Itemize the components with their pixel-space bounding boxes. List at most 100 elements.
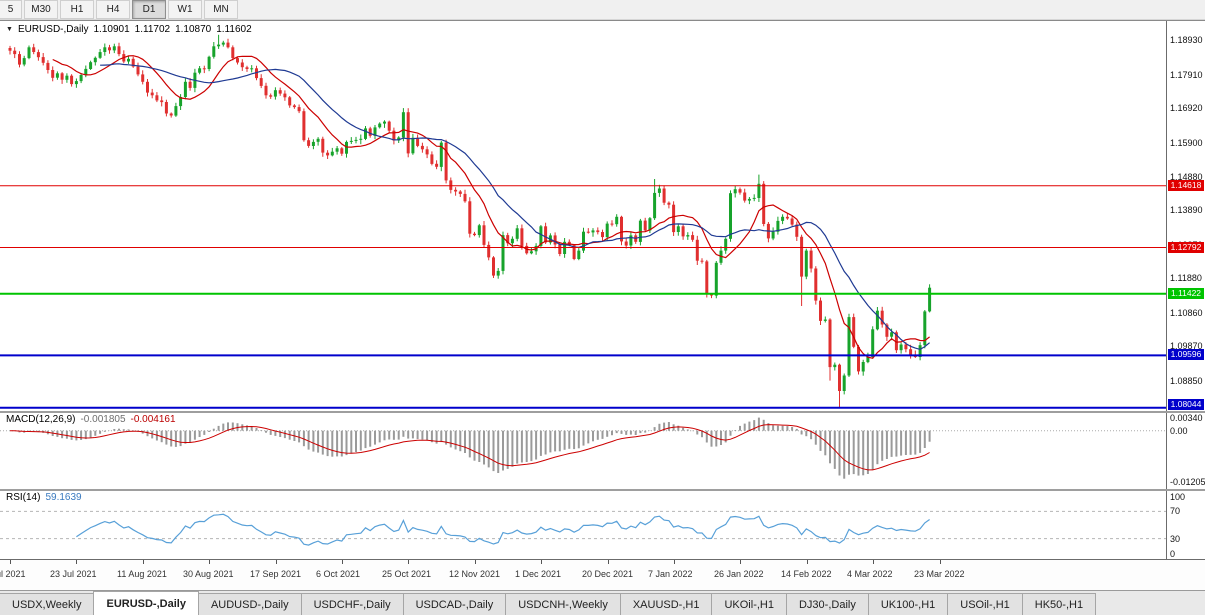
rsi-label: RSI(14) 59.1639 xyxy=(6,492,82,503)
macd-axis[interactable]: 0.00340 0.00 -0.01205 xyxy=(1167,413,1205,489)
date-axis-label: 14 Feb 2022 xyxy=(781,569,832,579)
rsi-panel: 100 70 30 0 RSI(14) 59.1639 xyxy=(0,491,1205,559)
tab-usdcad-daily[interactable]: USDCAD-,Daily xyxy=(402,593,507,615)
tab-dj30-daily[interactable]: DJ30-,Daily xyxy=(785,593,869,615)
date-tick xyxy=(674,560,675,564)
chart-tab-bar: USDX,Weekly EURUSD-,Daily AUDUSD-,Daily … xyxy=(0,590,1205,615)
date-tick xyxy=(10,560,11,564)
date-tick xyxy=(608,560,609,564)
timeframe-toolbar: 5 M30 H1 H4 D1 W1 MN xyxy=(0,0,1205,20)
timeframe-button-m30[interactable]: M30 xyxy=(24,0,58,19)
symbol-name: EURUSD-,Daily xyxy=(17,24,89,35)
tab-uk100-h1[interactable]: UK100-,H1 xyxy=(867,593,949,615)
macd-main-value: -0.001805 xyxy=(80,414,126,425)
date-tick xyxy=(276,560,277,564)
ohlc-high: 1.11702 xyxy=(134,24,171,35)
date-tick xyxy=(76,560,77,564)
tab-hk50-h1[interactable]: HK50-,H1 xyxy=(1021,593,1097,615)
price-line-badge: 1.14618 xyxy=(1168,180,1204,191)
chart-title: ▼ EURUSD-,Daily 1.10901 1.11702 1.10870 … xyxy=(6,24,252,35)
price-axis-label: 1.13890 xyxy=(1170,205,1203,215)
timeframe-button-w1[interactable]: W1 xyxy=(168,0,202,19)
date-tick xyxy=(143,560,144,564)
panel-splitter[interactable] xyxy=(0,411,1205,413)
price-axis-label: 1.15900 xyxy=(1170,138,1203,148)
macd-axis-label: 0.00340 xyxy=(1170,413,1203,423)
rsi-chart-canvas[interactable] xyxy=(0,491,1167,559)
date-axis-label: 23 Mar 2022 xyxy=(914,569,965,579)
rsi-axis-label: 30 xyxy=(1170,534,1181,544)
macd-panel: 0.00340 0.00 -0.01205 MACD(12,26,9) -0.001… xyxy=(0,413,1205,489)
price-axis-label: 1.09870 xyxy=(1170,341,1203,351)
ohlc-open: 1.10901 xyxy=(93,24,130,35)
date-axis-label: 17 Sep 2021 xyxy=(250,569,302,579)
date-tick xyxy=(475,560,476,564)
date-tick xyxy=(209,560,210,564)
rsi-name: RSI(14) xyxy=(6,492,41,503)
rsi-axis-label: 100 xyxy=(1170,492,1186,502)
date-axis-label: 20 Dec 2021 xyxy=(582,569,634,579)
tab-eurusd-daily[interactable]: EURUSD-,Daily xyxy=(93,591,199,615)
date-axis-label: 7 Jan 2022 xyxy=(648,569,693,579)
tab-usdchf-daily[interactable]: USDCHF-,Daily xyxy=(300,593,404,615)
date-axis-label: 30 Aug 2021 xyxy=(183,569,234,579)
date-axis[interactable]: 5 Jul 2021 23 Jul 2021 11 Aug 2021 30 Aug 2… xyxy=(0,559,1205,590)
date-axis-label: 6 Oct 2021 xyxy=(316,569,361,579)
tab-usoil-h1[interactable]: USOil-,H1 xyxy=(947,593,1023,615)
tab-usdcnh-weekly[interactable]: USDCNH-,Weekly xyxy=(505,593,621,615)
tab-usdx-weekly[interactable]: USDX,Weekly xyxy=(0,593,95,615)
price-axis-label: 1.11880 xyxy=(1170,273,1202,283)
date-tick xyxy=(873,560,874,564)
price-axis-label: 1.08850 xyxy=(1170,376,1203,386)
date-axis-label: 5 Jul 2021 xyxy=(0,569,26,579)
timeframe-button-m5[interactable]: 5 xyxy=(0,0,22,19)
date-tick xyxy=(740,560,741,564)
date-axis-label: 23 Jul 2021 xyxy=(50,569,97,579)
ohlc-close: 1.11602 xyxy=(216,24,252,35)
macd-axis-label: -0.01205 xyxy=(1170,477,1205,487)
price-axis-label: 1.17910 xyxy=(1170,70,1203,80)
timeframe-button-mn[interactable]: MN xyxy=(204,0,238,19)
price-chart-canvas[interactable] xyxy=(0,21,1167,411)
price-line-badge: 1.11422 xyxy=(1168,288,1204,299)
date-tick xyxy=(408,560,409,564)
tab-audusd-daily[interactable]: AUDUSD-,Daily xyxy=(197,593,302,615)
panel-splitter[interactable] xyxy=(0,489,1205,491)
date-axis-label: 12 Nov 2021 xyxy=(449,569,501,579)
date-tick xyxy=(940,560,941,564)
price-line-badge: 1.12792 xyxy=(1168,242,1204,253)
macd-label: MACD(12,26,9) -0.001805 -0.004161 xyxy=(6,414,176,425)
collapse-triangle-icon[interactable]: ▼ xyxy=(6,26,13,33)
ohlc-low: 1.10870 xyxy=(175,24,212,35)
date-tick xyxy=(541,560,542,564)
chart-area: 1.18930 1.17910 1.16920 1.15900 1.14880 1.138… xyxy=(0,20,1205,590)
price-axis[interactable]: 1.18930 1.17910 1.16920 1.15900 1.14880 1.138… xyxy=(1167,21,1205,411)
date-tick xyxy=(807,560,808,564)
macd-chart-canvas[interactable] xyxy=(0,413,1167,489)
price-line-badge: 1.08044 xyxy=(1168,399,1204,410)
date-tick xyxy=(342,560,343,564)
price-axis-label: 1.14880 xyxy=(1170,172,1203,182)
price-axis-label: 1.16920 xyxy=(1170,103,1203,113)
price-axis-label: 1.10860 xyxy=(1170,308,1203,318)
price-line-badge: 1.09596 xyxy=(1168,349,1204,360)
tab-ukoil-h1[interactable]: UKOil-,H1 xyxy=(711,593,787,615)
date-axis-label: 4 Mar 2022 xyxy=(847,569,893,579)
rsi-value: 59.1639 xyxy=(45,492,82,503)
timeframe-button-d1[interactable]: D1 xyxy=(132,0,166,19)
date-axis-label: 1 Dec 2021 xyxy=(515,569,562,579)
rsi-axis-label: 70 xyxy=(1170,506,1181,516)
price-axis-label: 1.18930 xyxy=(1170,35,1203,45)
date-axis-label: 26 Jan 2022 xyxy=(714,569,764,579)
price-panel: 1.18930 1.17910 1.16920 1.15900 1.14880 1.138… xyxy=(0,21,1205,411)
timeframe-button-h1[interactable]: H1 xyxy=(60,0,94,19)
date-axis-label: 25 Oct 2021 xyxy=(382,569,432,579)
rsi-axis[interactable]: 100 70 30 0 xyxy=(1167,491,1205,559)
tab-xauusd-h1[interactable]: XAUUSD-,H1 xyxy=(619,593,713,615)
timeframe-button-h4[interactable]: H4 xyxy=(96,0,130,19)
macd-axis-label: 0.00 xyxy=(1170,426,1188,436)
date-axis-label: 11 Aug 2021 xyxy=(117,569,167,579)
rsi-axis-label: 0 xyxy=(1170,549,1176,559)
macd-signal-value: -0.004161 xyxy=(130,414,176,425)
macd-name: MACD(12,26,9) xyxy=(6,414,76,425)
